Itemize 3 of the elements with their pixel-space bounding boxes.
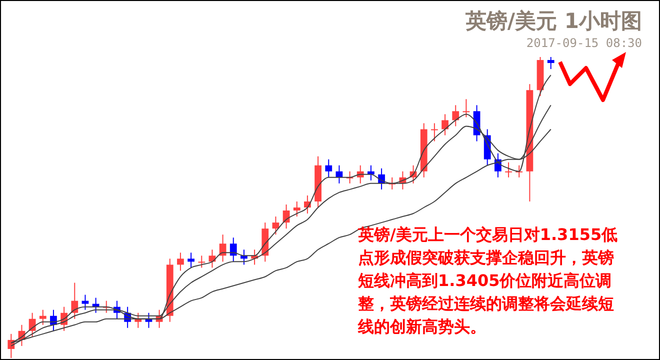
- annotation: 英镑/美元上一个交易日对1.3155低点形成假突破获支撑企稳回升，英镑短线冲高到1.3405价位附近高位调整，英镑经过连续的调整将会延续短线的创新高势头。: [357, 225, 618, 336]
- text: 2017-09-15 08:30: [526, 36, 642, 50]
- chart-title: 英镑/美元 1小时图: [464, 9, 642, 33]
